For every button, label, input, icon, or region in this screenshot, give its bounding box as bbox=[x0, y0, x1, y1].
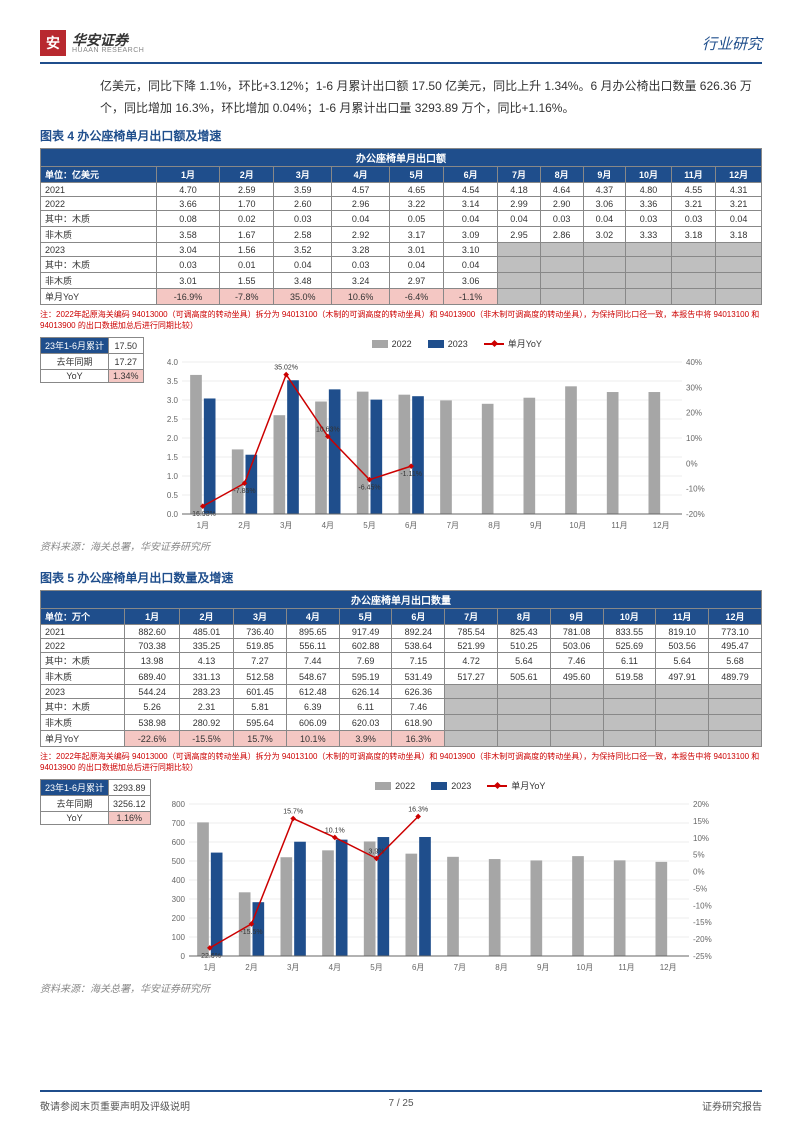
svg-text:3.5: 3.5 bbox=[166, 377, 178, 386]
svg-text:30%: 30% bbox=[686, 384, 702, 393]
svg-text:5月: 5月 bbox=[370, 963, 382, 972]
chart-title: 图表 5 办公座椅单月出口数量及增速 bbox=[40, 569, 762, 586]
svg-text:0%: 0% bbox=[686, 460, 698, 469]
svg-text:2.5: 2.5 bbox=[166, 415, 178, 424]
svg-text:8月: 8月 bbox=[495, 963, 507, 972]
svg-text:8月: 8月 bbox=[488, 521, 500, 530]
svg-text:20%: 20% bbox=[686, 409, 702, 418]
chart-legend: 20222023单月YoY bbox=[152, 337, 762, 350]
svg-text:6月: 6月 bbox=[412, 963, 424, 972]
svg-text:15.7%: 15.7% bbox=[283, 809, 303, 816]
page-header: 安 华安证券 HUAAN RESEARCH 行业研究 bbox=[40, 30, 762, 64]
svg-text:7月: 7月 bbox=[453, 963, 465, 972]
svg-text:500: 500 bbox=[171, 857, 185, 866]
table-note: 注：2022年起原海关编码 94013000（可调高度的转动坐具）拆分为 940… bbox=[40, 309, 762, 331]
footer-right: 证券研究报告 bbox=[702, 1098, 762, 1113]
svg-text:16.3%: 16.3% bbox=[408, 807, 428, 814]
svg-text:3月: 3月 bbox=[287, 963, 299, 972]
svg-text:-16.93%: -16.93% bbox=[189, 511, 215, 518]
chart-title: 图表 4 办公座椅单月出口额及增速 bbox=[40, 127, 762, 144]
svg-text:-15%: -15% bbox=[693, 918, 712, 927]
svg-text:3月: 3月 bbox=[280, 521, 292, 530]
table-note: 注：2022年起原海关编码 94013000（可调高度的转动坐具）拆分为 940… bbox=[40, 751, 762, 773]
svg-text:40%: 40% bbox=[686, 358, 702, 367]
svg-text:700: 700 bbox=[171, 819, 185, 828]
svg-text:9月: 9月 bbox=[530, 521, 542, 530]
svg-text:2月: 2月 bbox=[238, 521, 250, 530]
intro-paragraph: 亿美元，同比下降 1.1%，环比+3.12%；1-6 月累计出口额 17.50 … bbox=[100, 76, 762, 119]
svg-text:0.5: 0.5 bbox=[166, 491, 178, 500]
footer-left: 敬请参阅末页重要声明及评级说明 bbox=[40, 1098, 190, 1113]
chart-legend: 20222023单月YoY bbox=[159, 779, 762, 792]
svg-text:9月: 9月 bbox=[537, 963, 549, 972]
svg-text:10%: 10% bbox=[686, 434, 702, 443]
svg-text:-20%: -20% bbox=[686, 510, 705, 519]
page-footer: 敬请参阅末页重要声明及评级说明 7 / 25 证券研究报告 bbox=[40, 1090, 762, 1113]
page-number: 7 / 25 bbox=[388, 1098, 413, 1109]
svg-text:7月: 7月 bbox=[446, 521, 458, 530]
bar-line-chart: 0 100 200 300 400 500 600 700 800 -25% -20% -15% -10… bbox=[159, 796, 719, 976]
svg-text:400: 400 bbox=[171, 876, 185, 885]
svg-text:-10%: -10% bbox=[686, 485, 705, 494]
svg-text:4月: 4月 bbox=[321, 521, 333, 530]
svg-text:15%: 15% bbox=[693, 817, 709, 826]
svg-text:4月: 4月 bbox=[328, 963, 340, 972]
svg-text:600: 600 bbox=[171, 838, 185, 847]
svg-text:10月: 10月 bbox=[576, 963, 593, 972]
source-text: 资料来源：海关总署，华安证券研究所 bbox=[40, 980, 762, 995]
summary-table: 23年1-6月累计3293.89去年同期3256.12YoY1.16% bbox=[40, 779, 151, 825]
svg-text:-7.85%: -7.85% bbox=[233, 488, 255, 495]
svg-text:1.5: 1.5 bbox=[166, 453, 178, 462]
svg-text:-6.45%: -6.45% bbox=[358, 485, 380, 492]
svg-text:0%: 0% bbox=[693, 868, 705, 877]
header-category: 行业研究 bbox=[702, 33, 762, 54]
svg-text:5%: 5% bbox=[693, 851, 705, 860]
svg-text:12月: 12月 bbox=[652, 521, 669, 530]
svg-text:-1.11%: -1.11% bbox=[400, 471, 422, 478]
data-table: 办公座椅单月出口额单位：亿美元1月2月3月4月5月6月7月8月9月10月11月1… bbox=[40, 148, 762, 305]
svg-text:0.0: 0.0 bbox=[166, 510, 178, 519]
data-table: 办公座椅单月出口数量单位：万个1月2月3月4月5月6月7月8月9月10月11月1… bbox=[40, 590, 762, 747]
brand-en: HUAAN RESEARCH bbox=[72, 47, 144, 54]
summary-table: 23年1-6月累计17.50去年同期17.27YoY1.34% bbox=[40, 337, 144, 383]
logo: 安 华安证券 HUAAN RESEARCH bbox=[40, 30, 144, 56]
svg-text:6月: 6月 bbox=[405, 521, 417, 530]
svg-text:2月: 2月 bbox=[245, 963, 257, 972]
svg-text:100: 100 bbox=[171, 933, 185, 942]
svg-text:-20%: -20% bbox=[693, 935, 712, 944]
bar-line-chart: 0.0 0.5 1.0 1.5 2.0 2.5 3.0 3.5 4.0 -20% -10% 0% 10%… bbox=[152, 354, 712, 534]
svg-text:200: 200 bbox=[171, 914, 185, 923]
brand-cn: 华安证券 bbox=[72, 33, 144, 47]
svg-text:3.0: 3.0 bbox=[166, 396, 178, 405]
svg-text:-15.5%: -15.5% bbox=[240, 929, 262, 936]
svg-text:20%: 20% bbox=[693, 800, 709, 809]
svg-text:35.02%: 35.02% bbox=[274, 365, 298, 372]
svg-text:4.0: 4.0 bbox=[166, 358, 178, 367]
svg-text:2.0: 2.0 bbox=[166, 434, 178, 443]
svg-text:10%: 10% bbox=[693, 834, 709, 843]
svg-text:11月: 11月 bbox=[611, 521, 627, 530]
svg-text:-10%: -10% bbox=[693, 902, 712, 911]
source-text: 资料来源：海关总署，华安证券研究所 bbox=[40, 538, 762, 553]
svg-text:11月: 11月 bbox=[618, 963, 634, 972]
svg-text:1月: 1月 bbox=[203, 963, 215, 972]
svg-text:800: 800 bbox=[171, 800, 185, 809]
svg-text:0: 0 bbox=[180, 952, 185, 961]
svg-text:1.0: 1.0 bbox=[166, 472, 178, 481]
svg-text:-25%: -25% bbox=[693, 952, 712, 961]
svg-text:1月: 1月 bbox=[196, 521, 208, 530]
svg-text:5月: 5月 bbox=[363, 521, 375, 530]
logo-icon: 安 bbox=[40, 30, 66, 56]
svg-text:10.1%: 10.1% bbox=[324, 828, 344, 835]
svg-text:3.9%: 3.9% bbox=[368, 849, 384, 856]
svg-text:12月: 12月 bbox=[659, 963, 676, 972]
svg-text:10月: 10月 bbox=[569, 521, 586, 530]
svg-text:10.63%: 10.63% bbox=[316, 427, 340, 434]
svg-text:-5%: -5% bbox=[693, 885, 707, 894]
svg-text:300: 300 bbox=[171, 895, 185, 904]
